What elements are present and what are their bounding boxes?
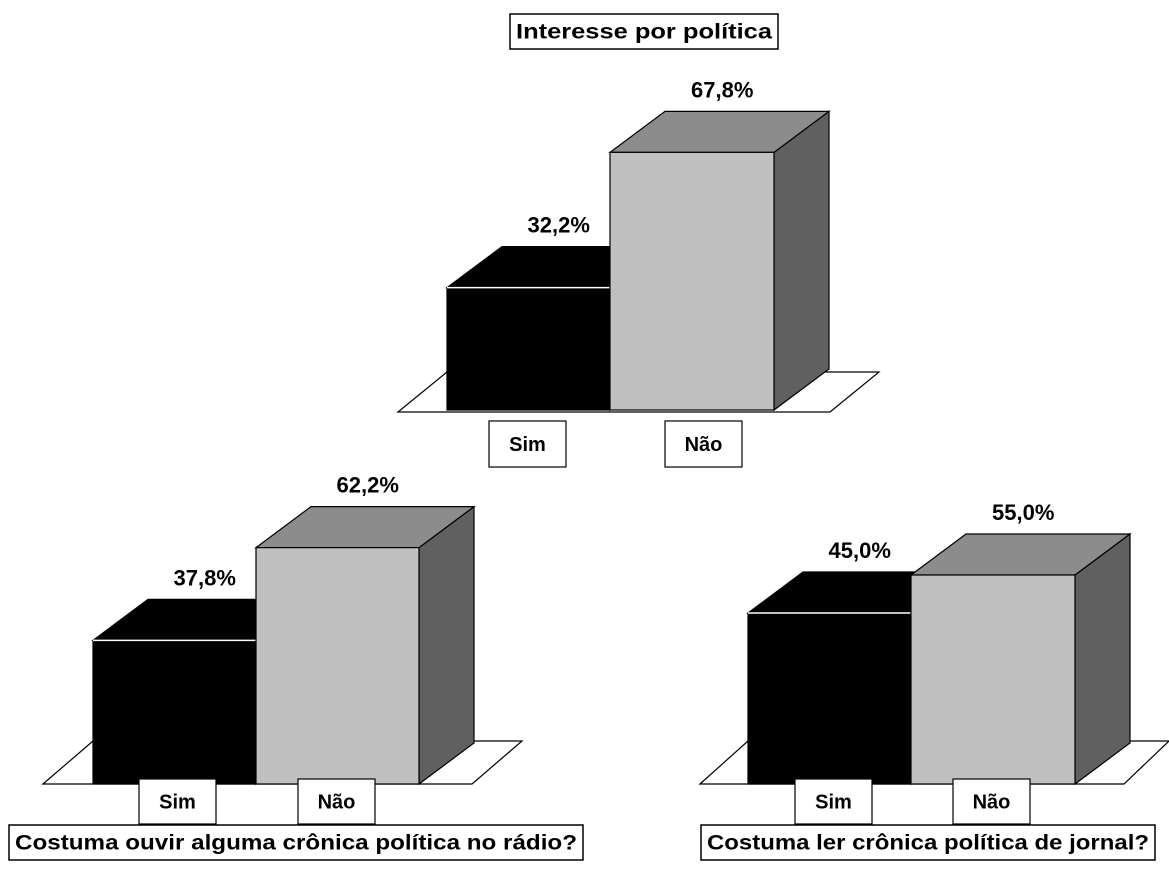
chart-1: 32,2% 67,8% Sim Não Interesse por política (396, 13, 881, 468)
bar-front-face (609, 151, 775, 411)
bar-front-face (446, 287, 611, 411)
bar-no (608, 110, 831, 412)
chart-title: Costuma ouvir alguma crônica política no… (15, 832, 577, 855)
bar-front-face (747, 612, 912, 785)
category-box (664, 420, 743, 468)
tick-label: Não (318, 792, 356, 814)
bar-front-face (910, 574, 1076, 785)
category-box (952, 778, 1031, 825)
data-label: 55,0% (992, 500, 1054, 525)
bar-side-face (1074, 532, 1131, 786)
tick-label: Sim (815, 792, 852, 814)
data-label: 62,2% (337, 473, 399, 498)
bar-no (254, 505, 476, 786)
category-box (794, 778, 873, 825)
bar-side-face (773, 110, 830, 412)
title-box-frame (700, 824, 1156, 861)
tick-label: Não (685, 434, 723, 456)
category-label-box: Sim (794, 778, 873, 825)
chart-title: Costuma ler crônica política de jornal? (707, 832, 1149, 855)
tick-label: Sim (159, 792, 196, 814)
data-label: 45,0% (829, 538, 891, 563)
chart-title-box: Costuma ler crônica política de jornal? (700, 824, 1156, 861)
category-label-box: Sim (488, 420, 567, 468)
data-label: 37,8% (174, 565, 236, 590)
tick-label: Sim (509, 434, 546, 456)
category-box (297, 778, 376, 825)
data-label: 67,8% (691, 77, 753, 102)
category-label-box: Sim (138, 778, 217, 825)
chart-title-box: Interesse por política (509, 13, 779, 50)
bar-front-face (255, 547, 420, 785)
category-label-box: Não (297, 778, 376, 825)
category-label-box: Não (664, 420, 743, 468)
data-label: 32,2% (528, 213, 590, 238)
title-box-frame (8, 824, 584, 861)
category-box (488, 420, 567, 468)
chart-2: 37,8% 62,2% Sim Não Costuma ouvir alguma crô… (8, 473, 584, 861)
chart-3: 45,0% 55,0% Sim Não Costuma ler crônica polí… (698, 500, 1169, 861)
title-box-frame (509, 13, 779, 50)
tick-label: Não (973, 792, 1011, 814)
bar-no (909, 532, 1132, 786)
bar-side-face (418, 505, 475, 786)
category-box (138, 778, 217, 825)
category-label-box: Não (952, 778, 1031, 825)
chart-title: Interesse por política (516, 21, 772, 44)
bar-front-face (92, 639, 257, 785)
chart-title-box: Costuma ouvir alguma crônica política no… (8, 824, 584, 861)
